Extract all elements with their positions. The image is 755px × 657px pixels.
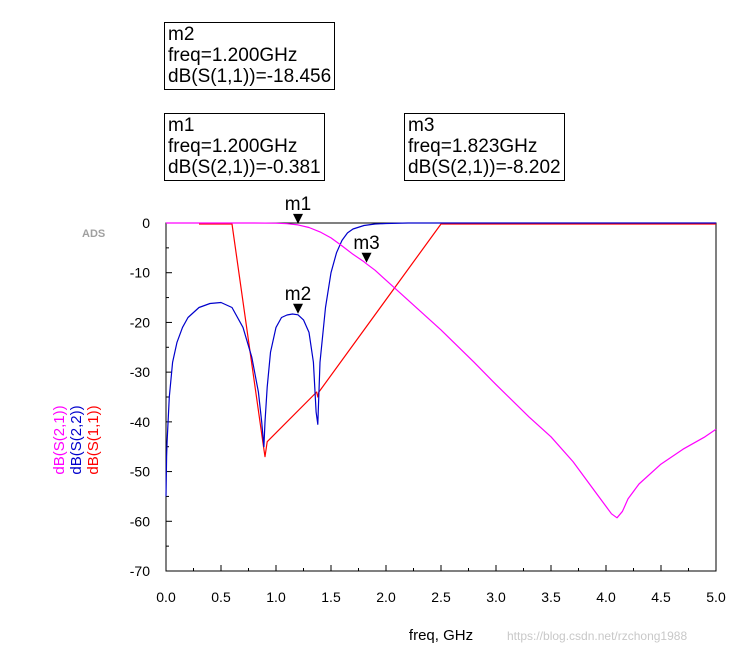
x-tick-label: 2.5 xyxy=(431,589,451,605)
x-tick-label: 1.0 xyxy=(266,589,286,605)
marker-value: dB(S(2,1))=-0.381 xyxy=(168,157,321,178)
x-tick-label: 0.5 xyxy=(211,589,231,605)
plot-frame xyxy=(165,222,717,572)
y-axis-label: dB(S(1,1)) xyxy=(85,405,102,474)
axis-ticks: 0.0 0.5 1.0 1.5 2.0 2.5 3.0 3.5 4.0 4.5 5.0 0 -10 -20… xyxy=(130,215,726,605)
y-axis-label: dB(S(2,2)) xyxy=(68,405,85,474)
watermark: https://blog.csdn.net/rzchong1988 xyxy=(507,629,688,643)
marker-box-m3: m3 freq=1.823GHz dB(S(2,1))=-8.202 xyxy=(404,113,565,181)
x-tick-label: 1.5 xyxy=(321,589,341,605)
marker-triangle xyxy=(361,252,372,263)
series-lines xyxy=(165,222,717,519)
y-tick-label: 0 xyxy=(142,215,150,231)
y-tick-label: -40 xyxy=(130,414,150,430)
y-tick-label: -10 xyxy=(130,265,150,281)
marker-freq: freq=1.200GHz xyxy=(168,136,298,157)
y-tick-label: -50 xyxy=(130,464,150,480)
series-line-dbs22 xyxy=(165,222,716,497)
markers: m1 m2 m3 xyxy=(285,194,380,314)
marker-freq: freq=1.200GHz xyxy=(168,45,298,66)
x-tick-label: 5.0 xyxy=(706,589,726,605)
y-tick-label: -20 xyxy=(130,314,150,330)
marker-triangle xyxy=(293,213,303,224)
x-tick-label: 4.0 xyxy=(596,589,616,605)
y-axis-label: dB(S(2,1)) xyxy=(51,405,68,474)
y-tick-label: -30 xyxy=(130,364,150,380)
x-tick-label: 0.0 xyxy=(156,589,176,605)
series-line-dbs21 xyxy=(166,222,717,519)
marker-name: m1 xyxy=(168,115,195,136)
x-tick-label: 4.5 xyxy=(651,589,671,605)
axis-labels: freq, GHz dB(S(2,1)) dB(S(2,2)) dB(S(1,1)) xyxy=(51,405,473,644)
marker-value: dB(S(2,1))=-8.202 xyxy=(408,157,561,178)
x-axis-label: freq, GHz xyxy=(409,627,473,644)
marker-name: m2 xyxy=(168,24,195,45)
plot-border xyxy=(165,222,717,572)
y-tick-label: -70 xyxy=(130,563,150,579)
marker-box-m2: m2 freq=1.200GHz dB(S(1,1))=-18.456 xyxy=(164,22,336,90)
marker-value: dB(S(1,1))=-18.456 xyxy=(168,66,332,87)
marker-label: m2 xyxy=(285,284,311,305)
marker-label: m3 xyxy=(353,233,379,254)
marker-freq: freq=1.823GHz xyxy=(408,136,538,157)
x-tick-label: 3.5 xyxy=(541,589,561,605)
marker-name: m3 xyxy=(408,115,435,136)
y-tick-label: -60 xyxy=(130,513,150,529)
marker-label: m1 xyxy=(285,194,311,215)
marker-box-m1: m1 freq=1.200GHz dB(S(2,1))=-0.381 xyxy=(164,113,325,181)
series-line-dbs11 xyxy=(199,223,716,458)
x-tick-label: 2.0 xyxy=(376,589,396,605)
x-tick-label: 3.0 xyxy=(486,589,506,605)
marker-triangle xyxy=(293,303,303,314)
ads-tag: ADS xyxy=(82,228,106,240)
